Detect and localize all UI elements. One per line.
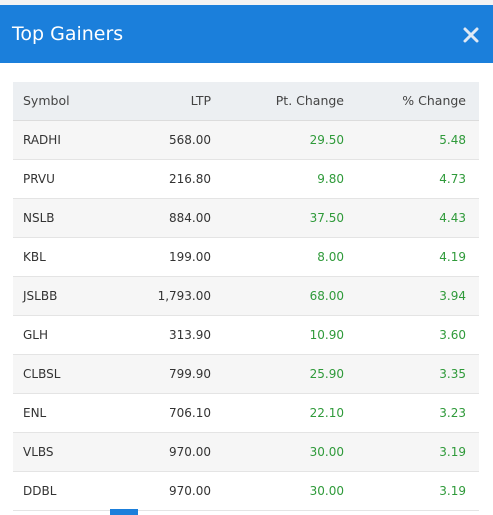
table-cell: JSLBB <box>23 289 58 303</box>
header-row: Symbol LTP Pt. Change % Change <box>13 82 479 121</box>
table-cell: 1,793.00 <box>157 289 211 303</box>
table-cell: 4.19 <box>439 250 466 264</box>
table-row[interactable]: RADHI 568.00 29.50 5.48 <box>13 121 479 160</box>
table-cell: CLBSL <box>23 367 61 381</box>
column-header: Symbol <box>23 93 70 108</box>
table-cell: 30.00 <box>309 484 344 498</box>
table-row[interactable]: DDBL 970.00 30.00 3.19 <box>13 472 479 511</box>
table-cell: 10.90 <box>309 328 344 342</box>
column-header: % Change <box>402 93 466 108</box>
table-row[interactable]: KBL 199.00 8.00 4.19 <box>13 238 479 277</box>
pagination-indicator[interactable] <box>110 509 138 515</box>
table-cell: 30.00 <box>309 445 344 459</box>
table-cell: 22.10 <box>309 406 344 420</box>
gainers-table: Symbol LTP Pt. Change % Change RADHI 568.00 29… <box>13 82 479 511</box>
table-cell: 568.00 <box>169 133 211 147</box>
table-cell: 706.10 <box>169 406 211 420</box>
table-cell: 199.00 <box>169 250 211 264</box>
table-row[interactable]: GLH 313.90 10.90 3.60 <box>13 316 479 355</box>
table-cell: 68.00 <box>309 289 344 303</box>
modal-header: Top Gainers <box>0 5 493 63</box>
table-row[interactable]: ENL 706.10 22.10 3.23 <box>13 394 479 433</box>
table-row[interactable]: NSLB 884.00 37.50 4.43 <box>13 199 479 238</box>
table-cell: NSLB <box>23 211 55 225</box>
table-row[interactable]: PRVU 216.80 9.80 4.73 <box>13 160 479 199</box>
table-cell: VLBS <box>23 445 54 459</box>
table-cell: KBL <box>23 250 46 264</box>
column-header: Pt. Change <box>275 93 344 108</box>
table-cell: 3.60 <box>439 328 466 342</box>
table-cell: PRVU <box>23 172 55 186</box>
table-cell: 25.90 <box>309 367 344 381</box>
table-row[interactable]: JSLBB 1,793.00 68.00 3.94 <box>13 277 479 316</box>
table-cell: 970.00 <box>169 484 211 498</box>
column-header: LTP <box>190 93 211 108</box>
table-cell: 3.19 <box>439 484 466 498</box>
table-row[interactable]: VLBS 970.00 30.00 3.19 <box>13 433 479 472</box>
close-button[interactable] <box>462 26 480 44</box>
table-cell: 3.23 <box>439 406 466 420</box>
table-cell: 3.19 <box>439 445 466 459</box>
background-strip <box>0 0 493 5</box>
table-cell: 29.50 <box>309 133 344 147</box>
table-cell: 216.80 <box>169 172 211 186</box>
table-row[interactable]: CLBSL 799.90 25.90 3.35 <box>13 355 479 394</box>
table-cell: 5.48 <box>439 133 466 147</box>
table-cell: 8.00 <box>317 250 344 264</box>
table-cell: RADHI <box>23 133 61 147</box>
table-cell: 3.35 <box>439 367 466 381</box>
table-cell: 3.94 <box>439 289 466 303</box>
table-cell: 970.00 <box>169 445 211 459</box>
table-cell: DDBL <box>23 484 57 498</box>
table-cell: 37.50 <box>309 211 344 225</box>
table-cell: 9.80 <box>317 172 344 186</box>
table-cell: GLH <box>23 328 49 342</box>
table-cell: 4.73 <box>439 172 466 186</box>
modal-title: Top Gainers <box>12 23 124 45</box>
table-cell: 884.00 <box>169 211 211 225</box>
table-cell: ENL <box>23 406 47 420</box>
table-cell: 313.90 <box>169 328 211 342</box>
table-cell: 799.90 <box>169 367 211 381</box>
table-cell: 4.43 <box>439 211 466 225</box>
